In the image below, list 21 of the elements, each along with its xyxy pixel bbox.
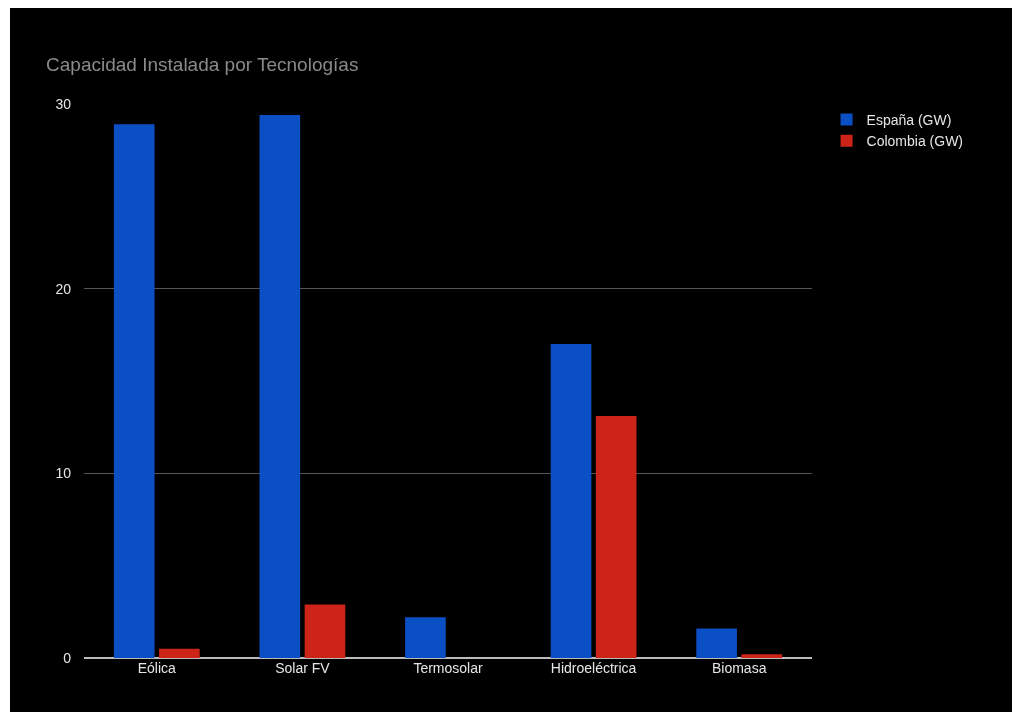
bar: [405, 617, 446, 658]
y-tick-label: 30: [55, 95, 72, 112]
chart-title: Capacidad Instalada por Tecnologías: [46, 53, 359, 75]
y-tick-label: 0: [63, 649, 72, 666]
x-tick-label: Solar FV: [275, 660, 331, 676]
bar: [304, 604, 346, 658]
x-tick-label: Biomasa: [711, 660, 767, 676]
y-tick-label: 20: [55, 280, 72, 297]
y-tick-label: 10: [55, 465, 72, 482]
bar: [550, 344, 592, 658]
bar: [595, 416, 637, 658]
bar: [259, 115, 301, 658]
bar: [741, 654, 783, 658]
x-tick-label: Eólica: [137, 660, 177, 676]
bar: [113, 124, 155, 658]
x-tick-label: Termosolar: [413, 660, 483, 676]
bar: [696, 628, 737, 658]
legend-label: Colombia (GW): [866, 133, 964, 150]
bar: [159, 648, 200, 658]
legend-label: España (GW): [866, 112, 952, 129]
x-tick-label: Hidroeléctrica: [550, 660, 637, 676]
